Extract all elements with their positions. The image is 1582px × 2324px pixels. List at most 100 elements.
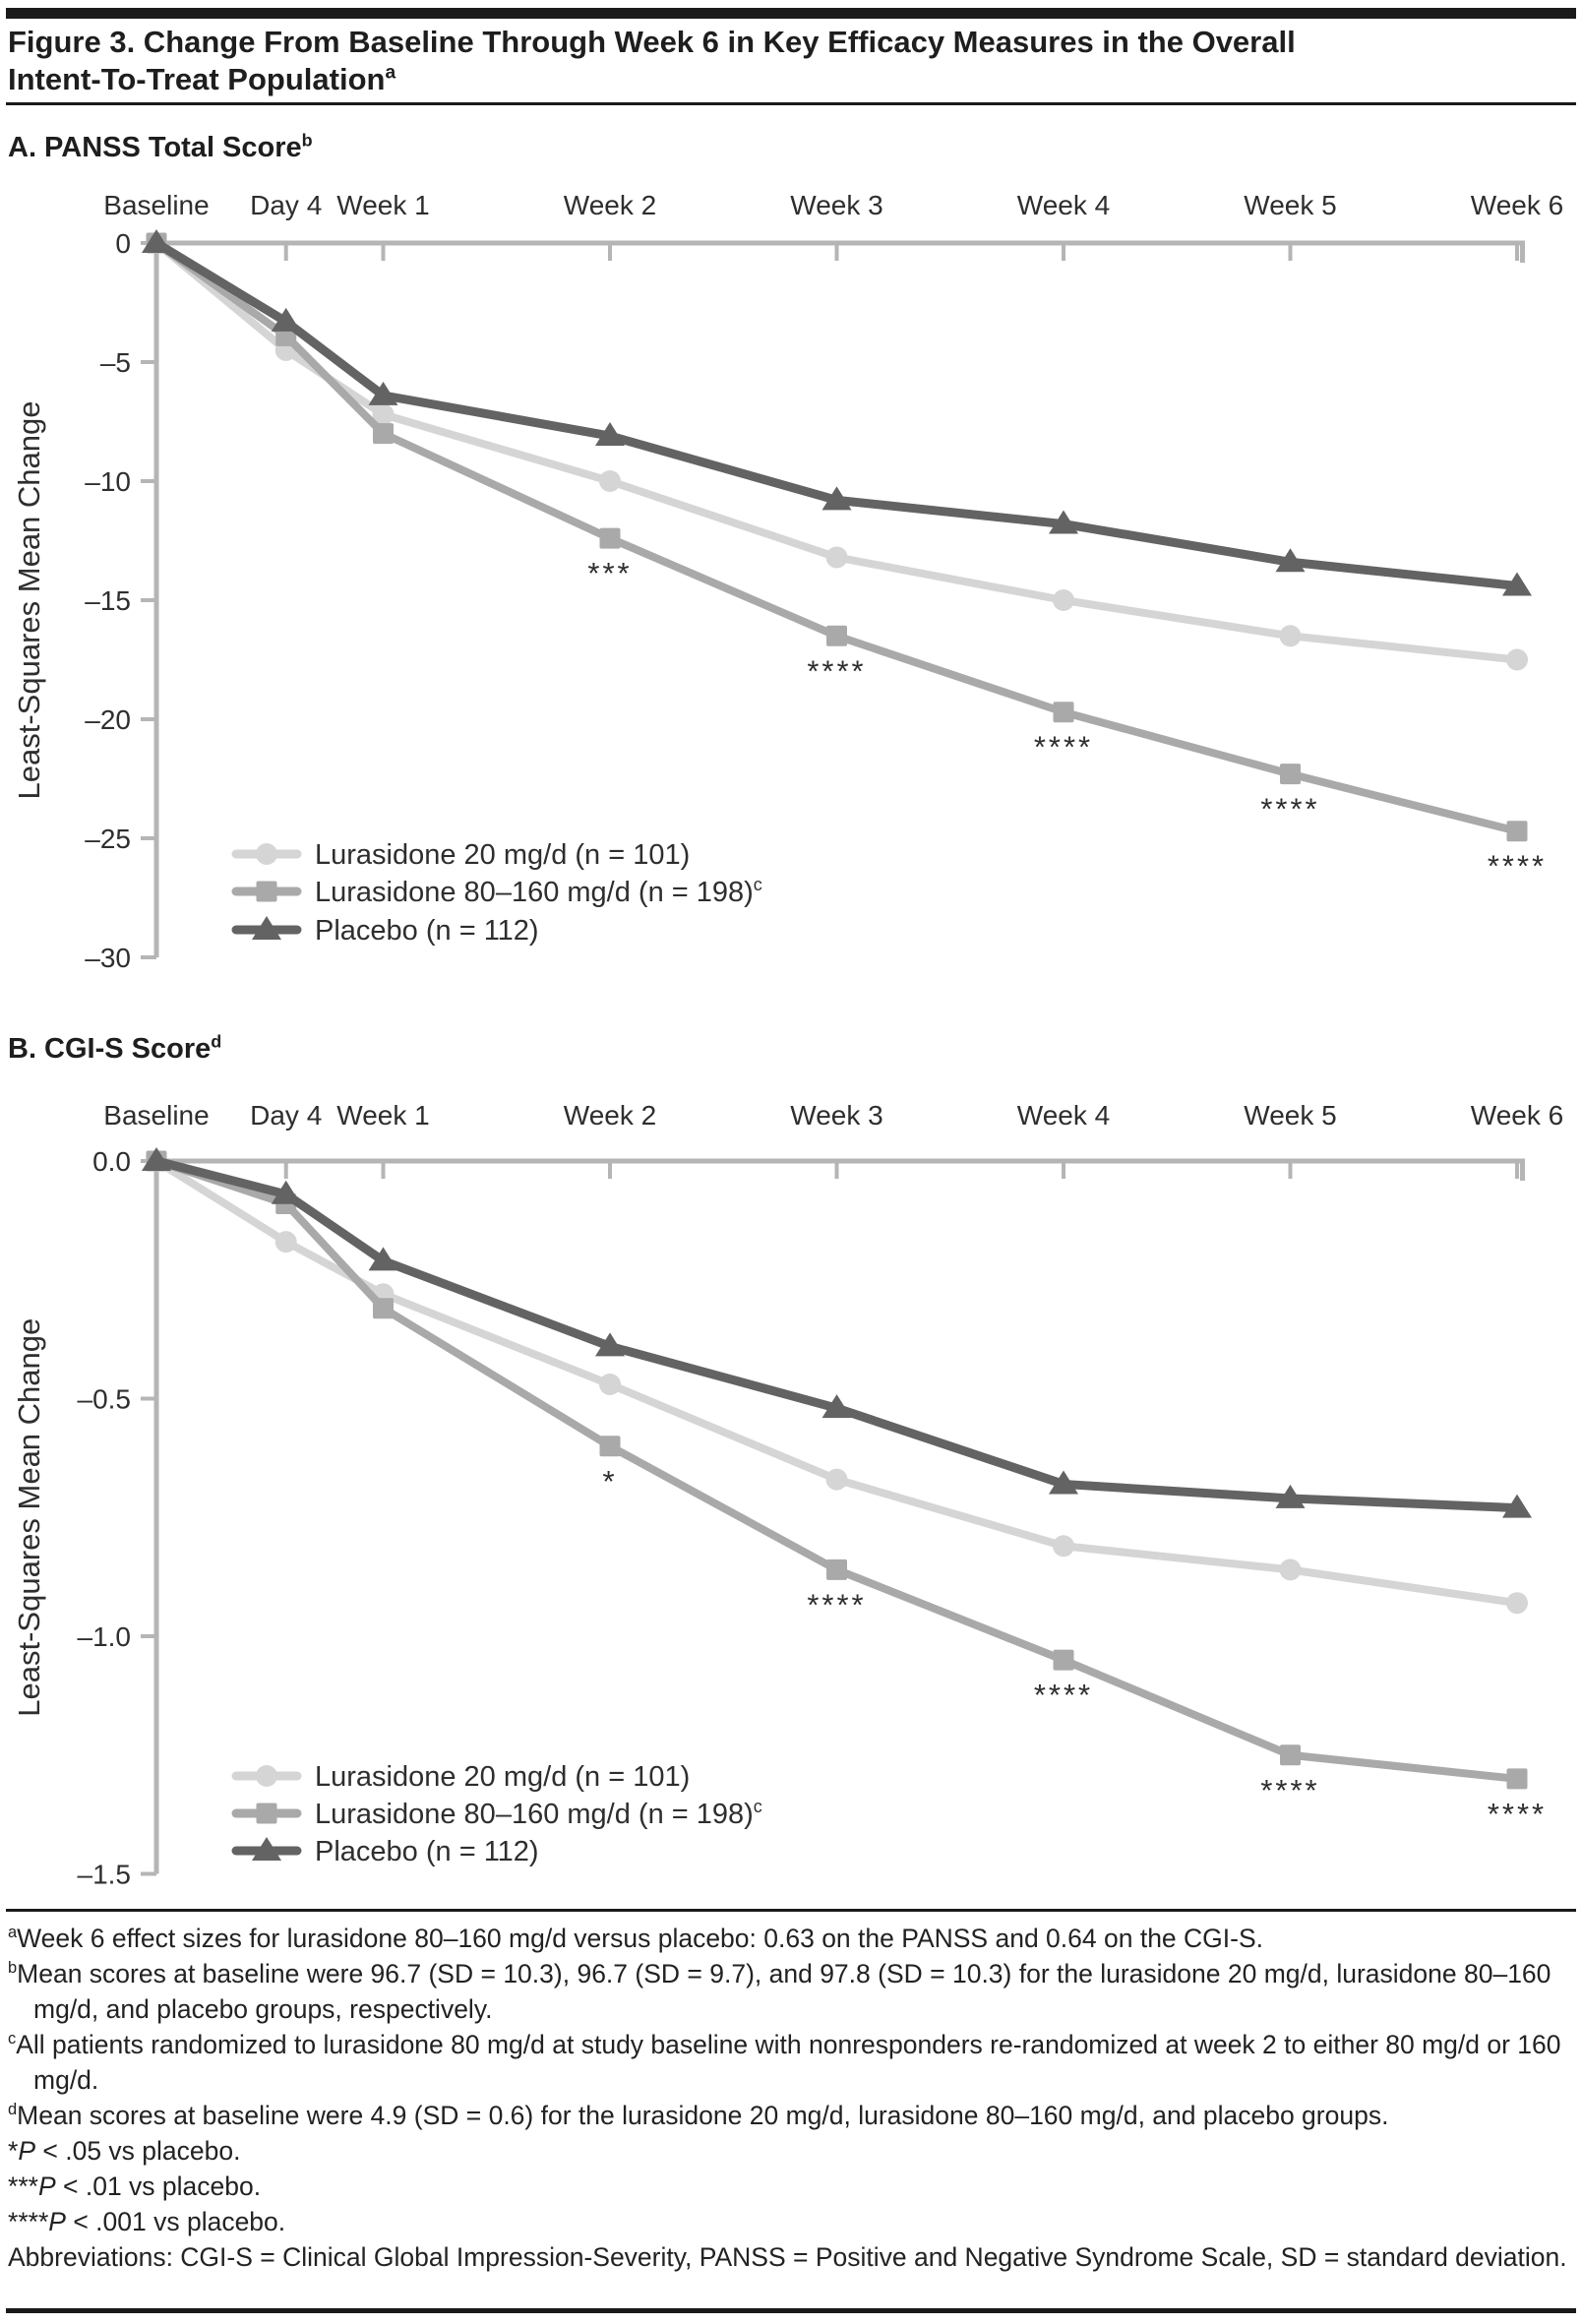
circle-marker <box>1279 1559 1302 1581</box>
footnote: ***P < .01 vs placebo. <box>8 2171 262 2201</box>
square-marker <box>1506 1768 1528 1790</box>
triangle-marker <box>1275 548 1306 573</box>
panel-a-heading: A. PANSS Total Scoreb <box>8 130 313 164</box>
square-marker <box>256 1803 277 1824</box>
square-marker <box>373 1298 394 1319</box>
triangle-marker <box>821 1394 852 1419</box>
x-axis-label: Week 3 <box>790 190 882 220</box>
significance-stars: *** <box>587 556 632 590</box>
significance-stars: **** <box>1260 792 1319 826</box>
triangle-marker <box>821 486 852 511</box>
series-line-triangle <box>152 1156 1522 1513</box>
circle-marker <box>825 546 848 569</box>
y-tick-label: –0.5 <box>78 1384 132 1415</box>
top-rule <box>6 8 1576 19</box>
panel-b-chart: Baseline Day 4 Week 1 Week 2 Week 3 Week 4 Wee… <box>12 1100 1563 1888</box>
circle-marker <box>1053 1535 1074 1558</box>
triangle-marker <box>1502 572 1532 596</box>
triangle-marker <box>252 1837 281 1861</box>
y-tick-label: 0.0 <box>92 1146 131 1177</box>
y-tick-label: –1.5 <box>78 1860 132 1888</box>
x-axis-label: Week 3 <box>790 1100 882 1131</box>
square-marker <box>1280 1744 1301 1766</box>
panel-a-heading-label: A. PANSS Total Score <box>8 132 302 163</box>
footnote: Abbreviations: CGI-S = Clinical Global I… <box>8 2242 1567 2272</box>
x-axis-label: Week 4 <box>1017 190 1110 220</box>
y-tick-label: –15 <box>85 585 131 616</box>
series-line-circle <box>152 1157 1521 1608</box>
significance-stars: **** <box>807 1587 866 1621</box>
significance-stars: **** <box>807 653 866 688</box>
series-line-circle <box>152 239 1521 664</box>
triangle-marker <box>368 1247 398 1271</box>
square-marker <box>1053 1649 1074 1671</box>
footnote: ****P < .001 vs placebo. <box>8 2207 286 2236</box>
y-tick-label: –1.0 <box>78 1621 132 1652</box>
x-axis-label: Week 6 <box>1471 1100 1563 1131</box>
triangle-marker <box>1502 1494 1532 1518</box>
circle-marker <box>1279 625 1302 647</box>
x-axis-label: Week 2 <box>564 190 656 220</box>
x-axis-label: Day 4 <box>250 1100 322 1131</box>
circle-marker <box>256 843 277 865</box>
significance-stars: **** <box>1488 1797 1547 1831</box>
panel-b-heading-label: B. CGI-S Score <box>8 1033 212 1065</box>
legend-label: Lurasidone 80–160 mg/d (n = 198)c <box>315 1797 762 1830</box>
footnote-rule <box>6 1909 1576 1912</box>
x-axis-label: Week 1 <box>336 1100 429 1131</box>
significance-stars: **** <box>1260 1773 1319 1807</box>
legend-label: Lurasidone 20 mg/d (n = 101) <box>315 1761 690 1793</box>
x-axis-label: Week 2 <box>564 1100 656 1131</box>
square-marker <box>599 527 621 549</box>
circle-marker <box>599 470 621 492</box>
title-rule <box>6 102 1576 105</box>
circle-marker <box>825 1468 848 1491</box>
triangle-marker <box>1049 1470 1078 1495</box>
x-axis-label: Week 5 <box>1244 1100 1336 1131</box>
x-axis-label: Baseline <box>103 1100 209 1131</box>
triangle-marker <box>1049 510 1078 534</box>
square-marker <box>826 1559 847 1580</box>
panel-a-chart: Baseline Day 4 Week 1 Week 2 Week 3 Week 4 Wee… <box>12 190 1563 973</box>
x-axis-label: Baseline <box>103 190 209 220</box>
panel-b-heading-superscript: d <box>211 1031 222 1052</box>
footnote: bMean scores at baseline were 96.7 (SD =… <box>8 1959 1552 2024</box>
significance-stars: **** <box>1034 730 1093 764</box>
triangle-marker <box>595 422 625 447</box>
footnote: dMean scores at baseline were 4.9 (SD = … <box>8 2101 1389 2130</box>
y-axis-title: Least-Squares Mean Change <box>12 401 46 800</box>
circle-marker <box>1506 648 1528 671</box>
square-marker <box>826 625 847 646</box>
triangle-marker <box>142 1147 171 1171</box>
triangle-marker <box>252 916 281 940</box>
triangle-marker <box>1275 1484 1306 1508</box>
triangle-marker <box>271 1180 301 1204</box>
significance-stars: **** <box>1034 1678 1093 1712</box>
circle-marker <box>1053 589 1074 611</box>
panel-a-heading-superscript: b <box>301 130 313 151</box>
y-tick-label: –10 <box>85 466 131 497</box>
figure-title: Figure 3. Change From Baseline Through W… <box>8 24 1296 98</box>
significance-stars: * <box>602 1464 617 1498</box>
y-tick-label: –5 <box>100 347 131 378</box>
triangle-marker <box>271 307 301 332</box>
legend-label: Placebo (n = 112) <box>315 1836 539 1867</box>
panel-b-heading: B. CGI-S Scored <box>8 1031 222 1066</box>
y-axis-title: Least-Squares Mean Change <box>12 1318 46 1717</box>
series-line-triangle <box>152 238 1522 590</box>
series-line-square <box>152 1157 1521 1783</box>
x-axis-label: Week 5 <box>1244 190 1336 220</box>
series-line-square <box>152 239 1521 835</box>
footnote: cAll patients randomized to lurasidone 8… <box>8 2030 1561 2095</box>
legend-label: Lurasidone 20 mg/d (n = 101) <box>315 839 690 871</box>
circle-marker <box>256 1765 277 1787</box>
square-marker <box>1053 702 1074 723</box>
figure-title-line2: Intent-To-Treat Population <box>8 62 386 96</box>
significance-stars: **** <box>1488 849 1547 884</box>
footnotes: aWeek 6 effect sizes for lurasidone 80–1… <box>8 1921 1576 2275</box>
circle-marker <box>274 1231 297 1254</box>
y-tick-label: –20 <box>85 704 131 735</box>
figure-title-superscript: a <box>385 62 396 84</box>
bottom-rule <box>6 2308 1576 2313</box>
circle-marker <box>372 403 395 426</box>
